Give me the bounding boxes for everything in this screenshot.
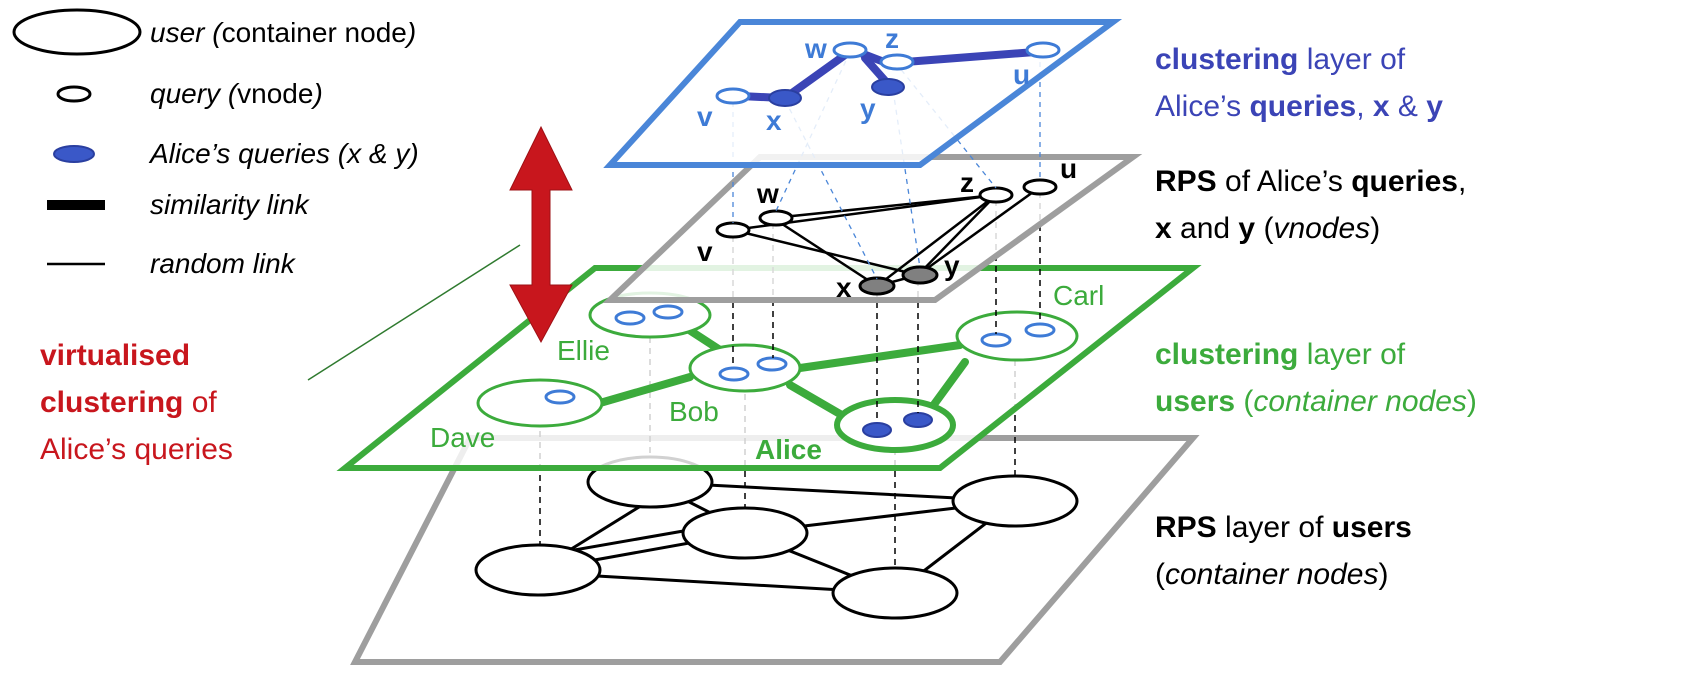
legend-alice-query-icon [53,145,95,163]
rps-label-w: w [756,178,779,209]
caption-users-clustering-line-2: users (container nodes) [1155,385,1477,418]
query-node [1024,322,1056,338]
rps-label-y: y [944,250,960,281]
rps-user-node [681,506,809,560]
top-alice-query-y [871,78,905,96]
user-label-dave: Dave [430,422,495,453]
rps-vnode-x [858,276,896,296]
left-caption: virtualised clustering of Alice’s querie… [40,244,521,466]
top-vnode-u [1025,41,1061,59]
rps-label-v: v [697,236,713,267]
rps-user-node [831,566,959,620]
legend-similarity-link-icon [47,200,105,210]
caption-rps-queries-line-2: x and y (vnodes) [1155,212,1380,245]
user-dave [476,378,604,428]
query-node [718,366,750,382]
queries-clustering-layer: v w x y z u [603,19,1123,168]
right-captions: clustering layer of Alice’s queries, x &… [1155,43,1477,591]
user-label-alice: Alice [755,434,822,465]
legend-alice-queries-text: Alice’s queries (x & y) [148,138,419,169]
user-carl [955,310,1079,362]
rps-label-z: z [960,167,974,198]
legend-user-text: user (container node) [150,17,416,48]
red-double-arrow-shape [509,125,573,344]
top-vnode-w [832,41,868,59]
rps-queries-layer: v w z u x y [602,153,1143,303]
top-alice-query-x [768,89,802,107]
user-label-ellie: Ellie [557,335,610,366]
user-label-carl: Carl [1053,280,1104,311]
top-label-v: v [697,101,713,132]
legend-query-text: query (vnode) [150,78,323,109]
alice-query-y [903,412,933,428]
top-vnode-z [879,53,915,71]
query-node [756,356,788,372]
rps-user-node [474,543,602,597]
caption-queries-clustering-line-1: clustering layer of [1155,43,1406,76]
top-label-y: y [860,93,876,124]
caption-rps-users-line-1: RPS layer of users [1155,511,1412,544]
legend-user-node-icon [12,8,142,56]
top-label-z: z [885,23,899,54]
rps-label-u: u [1060,153,1077,184]
query-node [980,332,1012,348]
user-alice [834,397,956,453]
caption-queries-clustering-line-2: Alice’s queries, x & y [1155,90,1443,123]
top-label-w: w [804,33,827,64]
rps-vnode-y [901,265,939,285]
legend: user (container node) query (vnode) Alic… [12,8,419,279]
caption-line-2: clustering of [40,386,217,419]
top-label-x: x [766,105,782,136]
rps-vnode-w [758,209,794,227]
rps-vnode-u [1022,178,1058,196]
caption-line-1: virtualised [40,339,190,372]
rps-user-node [951,474,1079,528]
alice-query-x [862,422,892,438]
query-node [652,304,684,320]
legend-query-node-icon [56,85,92,103]
users-clustering-layer: Ellie Bob Dave Carl Alice [336,265,1202,471]
user-label-bob: Bob [669,396,719,427]
caption-pointer-line [307,244,521,381]
rps-label-x: x [836,272,852,303]
rps-query-links [732,185,1041,288]
rps-vnode-v [715,221,751,239]
top-vnode-v [715,87,751,105]
caption-users-clustering-line-1: clustering layer of [1155,338,1406,371]
legend-random-text: random link [150,248,297,279]
rps-vnode-z [978,186,1014,204]
rps-users-layer [350,435,1200,665]
caption-rps-queries-line-1: RPS of Alice’s queries, [1155,165,1466,198]
virtualisation-double-arrow [509,125,573,344]
legend-similarity-text: similarity link [150,189,311,220]
query-node [614,310,646,326]
caption-line-3: Alice’s queries [40,433,233,466]
query-node [544,389,576,405]
top-label-u: u [1013,59,1030,90]
caption-rps-users-line-2: (container nodes) [1155,558,1389,591]
